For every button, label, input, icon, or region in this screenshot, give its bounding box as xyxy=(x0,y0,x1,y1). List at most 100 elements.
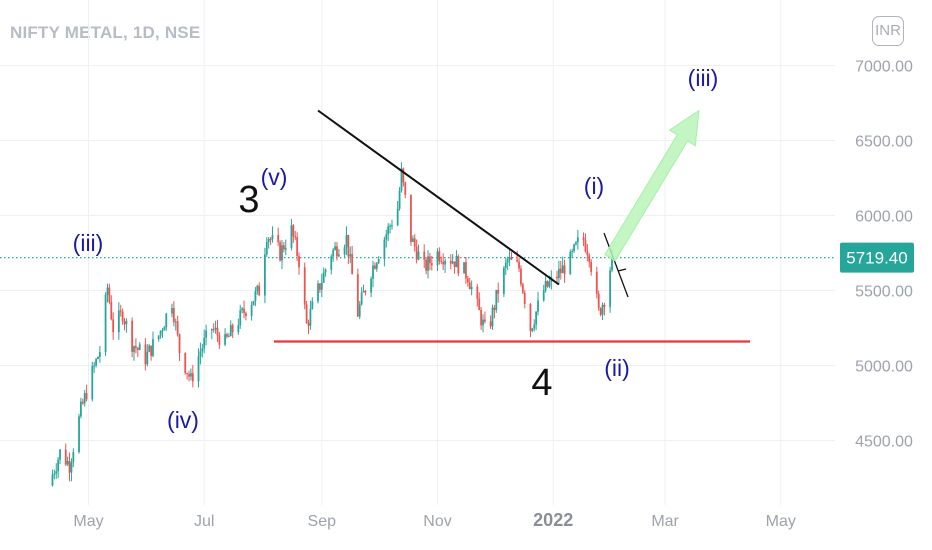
candle-body xyxy=(324,269,327,273)
candle-body xyxy=(504,262,507,268)
x-tick-label: May xyxy=(766,513,796,530)
candle-body xyxy=(590,261,593,272)
candle-body xyxy=(307,323,310,326)
chart-title: NIFTY METAL, 1D, NSE xyxy=(10,23,201,42)
candle-body xyxy=(292,225,295,237)
y-tick-label: 5000.00 xyxy=(855,359,913,376)
candle-body xyxy=(478,298,481,311)
candle-body xyxy=(72,452,75,463)
projection-arrow xyxy=(604,109,700,262)
candle-body xyxy=(575,242,577,245)
y-tick-label: 6500.00 xyxy=(855,134,913,151)
currency-badge[interactable]: INR xyxy=(872,16,904,46)
candle-body xyxy=(252,301,255,305)
candle-body xyxy=(161,330,164,332)
descending-trendline xyxy=(317,109,560,286)
candle-body xyxy=(436,251,439,266)
candle-body xyxy=(110,301,113,320)
candle-body xyxy=(241,308,244,311)
wave-label-wave-3: 3 xyxy=(238,179,259,221)
candle-body xyxy=(119,310,122,312)
candle-body xyxy=(356,274,359,317)
candle-body xyxy=(425,259,428,271)
candle-body xyxy=(595,271,598,294)
candle-body xyxy=(377,259,380,264)
candle-body xyxy=(417,251,420,260)
candle-body xyxy=(400,168,403,191)
candle-body xyxy=(282,245,285,250)
candle-body xyxy=(290,225,293,248)
candle-body xyxy=(375,263,378,269)
candle-body xyxy=(470,286,473,290)
candle-body xyxy=(332,249,335,257)
candle-body xyxy=(203,337,206,349)
last-price-label: 5719.40 xyxy=(846,249,907,268)
candle-body xyxy=(229,325,232,337)
candle-body xyxy=(243,308,245,313)
y-tick-label: 7000.00 xyxy=(855,59,913,76)
wave-label-wave-ii: (ii) xyxy=(604,355,630,381)
candle-body xyxy=(429,256,431,264)
candle-body xyxy=(463,262,465,274)
candle-body xyxy=(146,351,149,365)
candle-body xyxy=(269,239,272,241)
candle-body xyxy=(413,238,416,247)
candle-body xyxy=(546,280,549,287)
candle-body xyxy=(584,240,587,252)
candle-body xyxy=(516,259,519,262)
candle-body xyxy=(544,280,547,291)
minor-trendline xyxy=(603,232,629,298)
chart-drawings xyxy=(274,109,750,343)
wave-label-wave-iii-target: (iii) xyxy=(688,65,719,91)
candle-body xyxy=(284,247,287,250)
candle-body xyxy=(91,366,94,400)
candle-body xyxy=(305,304,308,324)
candle-body xyxy=(495,289,498,311)
candle-body xyxy=(561,265,564,274)
candle-body xyxy=(267,239,270,242)
candle-body xyxy=(178,334,181,354)
candle-body xyxy=(370,278,373,293)
candle-body xyxy=(131,320,134,352)
candle-body xyxy=(144,344,147,365)
candle-body xyxy=(427,256,429,271)
candle-body xyxy=(55,471,58,474)
candle-body xyxy=(322,272,325,283)
candle-body xyxy=(556,276,558,279)
candle-body xyxy=(201,348,204,352)
candle-body xyxy=(374,265,376,269)
candle-body xyxy=(64,449,67,465)
candle-body xyxy=(364,290,367,293)
candle-body xyxy=(256,285,259,292)
candle-body xyxy=(112,319,115,333)
candle-body xyxy=(506,259,509,263)
candle-body xyxy=(609,270,611,307)
candle-body xyxy=(104,295,107,353)
time-axis[interactable]: May Jul Sep Nov 2022 Mar May xyxy=(73,510,796,530)
candle-body xyxy=(466,278,469,283)
candle-body xyxy=(303,267,306,305)
x-tick-label: Sep xyxy=(308,513,337,530)
candle-body xyxy=(216,327,219,336)
candle-body xyxy=(599,308,602,315)
candle-body xyxy=(493,307,496,311)
candle-body xyxy=(159,330,162,336)
candle-body xyxy=(410,194,412,242)
candle-body xyxy=(358,304,361,317)
candle-body xyxy=(258,285,261,296)
price-axis[interactable]: 7000.00 6500.00 6000.00 5500.00 5000.00 4500.… xyxy=(840,59,914,451)
candle-body xyxy=(226,334,228,337)
candle-body xyxy=(172,308,175,323)
candle-body xyxy=(81,401,84,404)
wave-label-wave-iii-left: (iii) xyxy=(73,230,104,256)
candle-body xyxy=(430,263,433,266)
candle-body xyxy=(336,246,338,257)
candle-body xyxy=(224,334,226,345)
candle-body xyxy=(197,356,200,382)
candle-body xyxy=(212,329,215,331)
candle-body xyxy=(347,234,350,257)
candle-body xyxy=(239,310,242,326)
candle-body xyxy=(502,267,505,294)
candle-body xyxy=(148,345,151,352)
